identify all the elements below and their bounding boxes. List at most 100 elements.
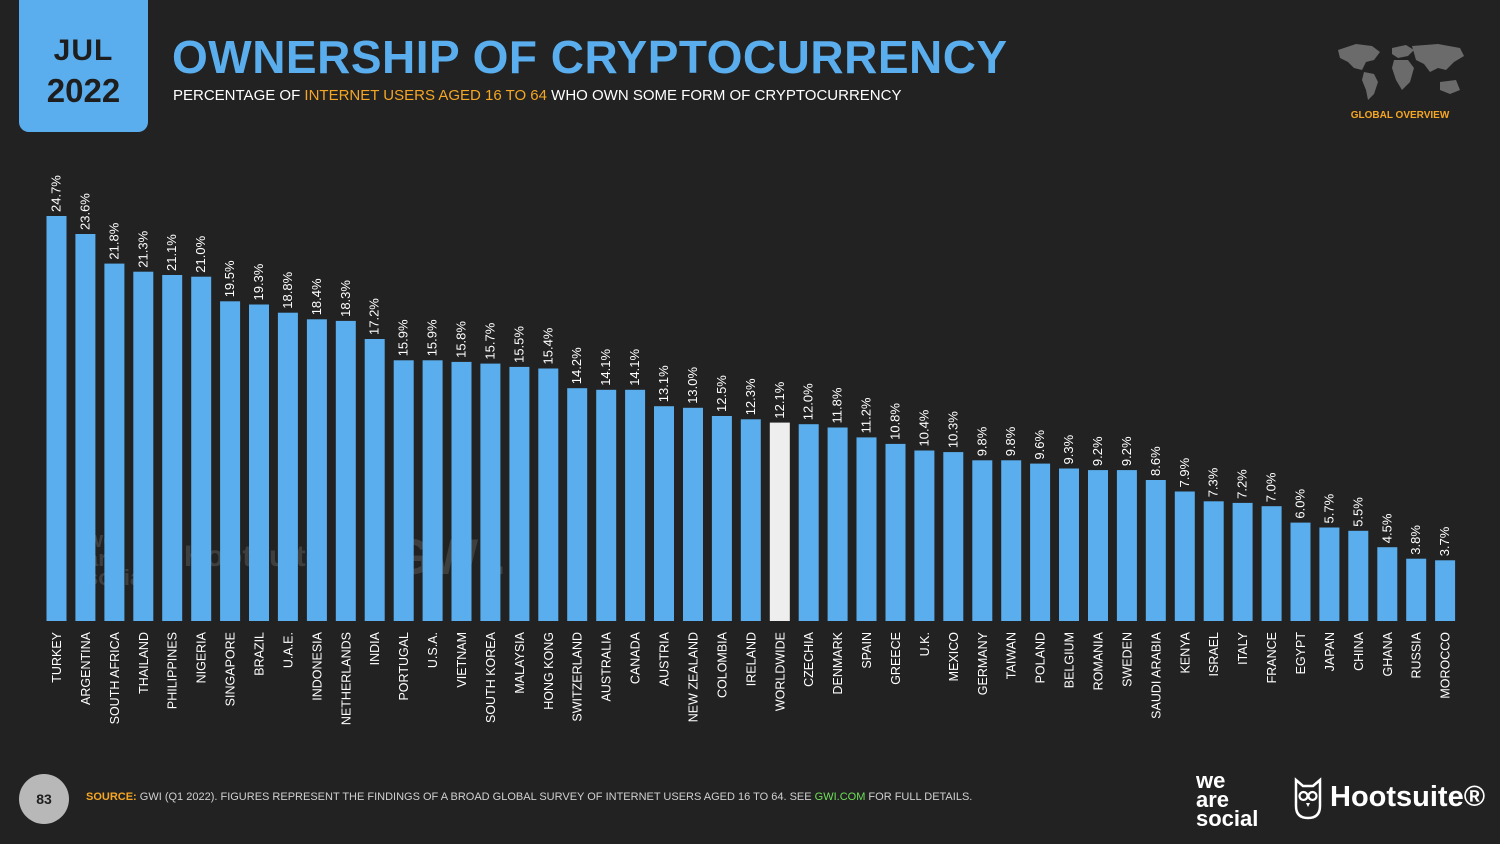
- category-label: GHANA: [1381, 631, 1395, 676]
- category-label: TAIWAN: [1005, 632, 1019, 679]
- bar-ireland: [740, 419, 761, 621]
- bar-nigeria: [191, 276, 212, 621]
- value-label: 15.9%: [396, 319, 411, 356]
- bar-netherlands: [335, 320, 356, 621]
- value-label: 6.0%: [1293, 489, 1308, 519]
- category-label: RUSSIA: [1410, 631, 1424, 678]
- bar-vietnam: [451, 361, 472, 621]
- value-label: 11.2%: [859, 397, 874, 433]
- bar-france: [1261, 506, 1282, 621]
- logo-social: social: [1196, 806, 1259, 831]
- category-label: BELGIUM: [1063, 632, 1077, 688]
- page-title: OWNERSHIP OF CRYPTOCURRENCY: [172, 31, 1008, 83]
- bar-south-africa: [104, 263, 125, 621]
- value-label: 12.3%: [743, 378, 758, 415]
- source-tail: FOR FULL DETAILS.: [865, 791, 973, 803]
- value-label: 15.9%: [425, 319, 440, 356]
- bar-thailand: [133, 271, 154, 621]
- bar-turkey: [46, 216, 67, 621]
- bar-japan: [1319, 527, 1340, 621]
- value-label: 7.3%: [1206, 467, 1221, 497]
- category-label: U.S.A.: [426, 632, 440, 668]
- category-label: NETHERLANDS: [339, 632, 353, 725]
- value-label: 18.4%: [309, 278, 324, 315]
- category-label: MOROCCO: [1439, 632, 1453, 699]
- category-label: TURKEY: [50, 631, 64, 682]
- category-label: MALAYSIA: [513, 631, 527, 693]
- bar-indonesia: [306, 319, 327, 621]
- bar-morocco: [1435, 560, 1456, 621]
- value-label: 8.6%: [1148, 446, 1163, 476]
- value-label: 21.3%: [135, 230, 150, 267]
- bar-greece: [885, 443, 906, 621]
- bar-philippines: [162, 275, 183, 621]
- bar-new-zealand: [683, 407, 703, 621]
- value-label: 21.0%: [193, 235, 208, 272]
- category-label: COLOMBIA: [715, 631, 729, 698]
- category-label: CANADA: [629, 631, 643, 684]
- category-label: FRANCE: [1265, 632, 1279, 683]
- category-label: NEW ZEALAND: [687, 632, 701, 722]
- source-text: GWI (Q1 2022). FIGURES REPRESENT THE FIN…: [136, 791, 815, 803]
- badge-month: JUL: [53, 34, 114, 67]
- category-label: ARGENTINA: [79, 631, 93, 705]
- value-label: 15.8%: [454, 321, 469, 358]
- category-label: GERMANY: [976, 631, 990, 695]
- category-label: SWITZERLAND: [571, 632, 585, 722]
- category-label: EGYPT: [1294, 632, 1308, 675]
- bar-switzerland: [567, 388, 588, 621]
- world-map-icon: [1338, 44, 1464, 100]
- bar-india: [364, 339, 385, 621]
- category-label: SAUDI ARABIA: [1149, 631, 1163, 718]
- subtitle-highlight: INTERNET USERS AGED 16 TO 64: [304, 87, 547, 104]
- subtitle-suffix: WHO OWN SOME FORM OF CRYPTOCURRENCY: [547, 87, 902, 104]
- value-label: 9.8%: [974, 426, 989, 456]
- global-overview-label: GLOBAL OVERVIEW: [1350, 110, 1450, 121]
- category-label: POLAND: [1034, 632, 1048, 683]
- value-label: 14.2%: [569, 347, 584, 384]
- bar-singapore: [220, 301, 241, 621]
- value-label: 18.8%: [280, 271, 295, 308]
- value-label: 11.8%: [830, 387, 845, 423]
- bar-brazil: [249, 304, 269, 621]
- category-label: SOUTH AFRICA: [108, 631, 122, 724]
- category-label: CZECHIA: [802, 631, 816, 687]
- value-label: 10.8%: [888, 403, 903, 440]
- page-number: 83: [19, 774, 69, 824]
- category-label: KENYA: [1178, 631, 1192, 673]
- source-link[interactable]: GWI.COM: [814, 791, 866, 803]
- bar-russia: [1406, 558, 1427, 621]
- value-label: 15.4%: [540, 327, 555, 364]
- value-label: 9.3%: [1061, 434, 1076, 464]
- category-label: PORTUGAL: [397, 632, 411, 701]
- category-label: BRAZIL: [253, 632, 267, 676]
- category-label: WORLDWIDE: [773, 632, 787, 711]
- category-label: SOUTH KOREA: [484, 631, 498, 723]
- bar-czechia: [798, 424, 819, 621]
- category-label: SWEDEN: [1120, 632, 1134, 687]
- bar-u-s-a: [422, 360, 443, 621]
- value-label: 12.5%: [714, 375, 729, 412]
- bar-poland: [1030, 463, 1051, 621]
- bar-kenya: [1174, 491, 1195, 621]
- bar-denmark: [827, 427, 848, 621]
- bar-argentina: [75, 234, 96, 621]
- value-label: 3.8%: [1408, 525, 1423, 555]
- logo-we: we: [1196, 768, 1226, 793]
- bar-egypt: [1290, 522, 1311, 621]
- category-label: THAILAND: [137, 632, 151, 694]
- value-label: 15.5%: [511, 326, 526, 363]
- category-label: JAPAN: [1323, 632, 1337, 671]
- category-label: INDONESIA: [310, 631, 324, 700]
- value-label: 24.7%: [49, 175, 64, 212]
- logo-are: are: [1196, 787, 1230, 812]
- source-note: SOURCE: GWI (Q1 2022). FIGURES REPRESENT…: [86, 791, 972, 803]
- category-label: SPAIN: [860, 632, 874, 669]
- value-label: 7.9%: [1177, 457, 1192, 487]
- bar-u-a-e: [277, 312, 298, 621]
- bar-colombia: [711, 416, 732, 621]
- category-label: ISRAEL: [1207, 632, 1221, 677]
- bar-italy: [1232, 502, 1253, 621]
- bar-u-k: [914, 450, 935, 621]
